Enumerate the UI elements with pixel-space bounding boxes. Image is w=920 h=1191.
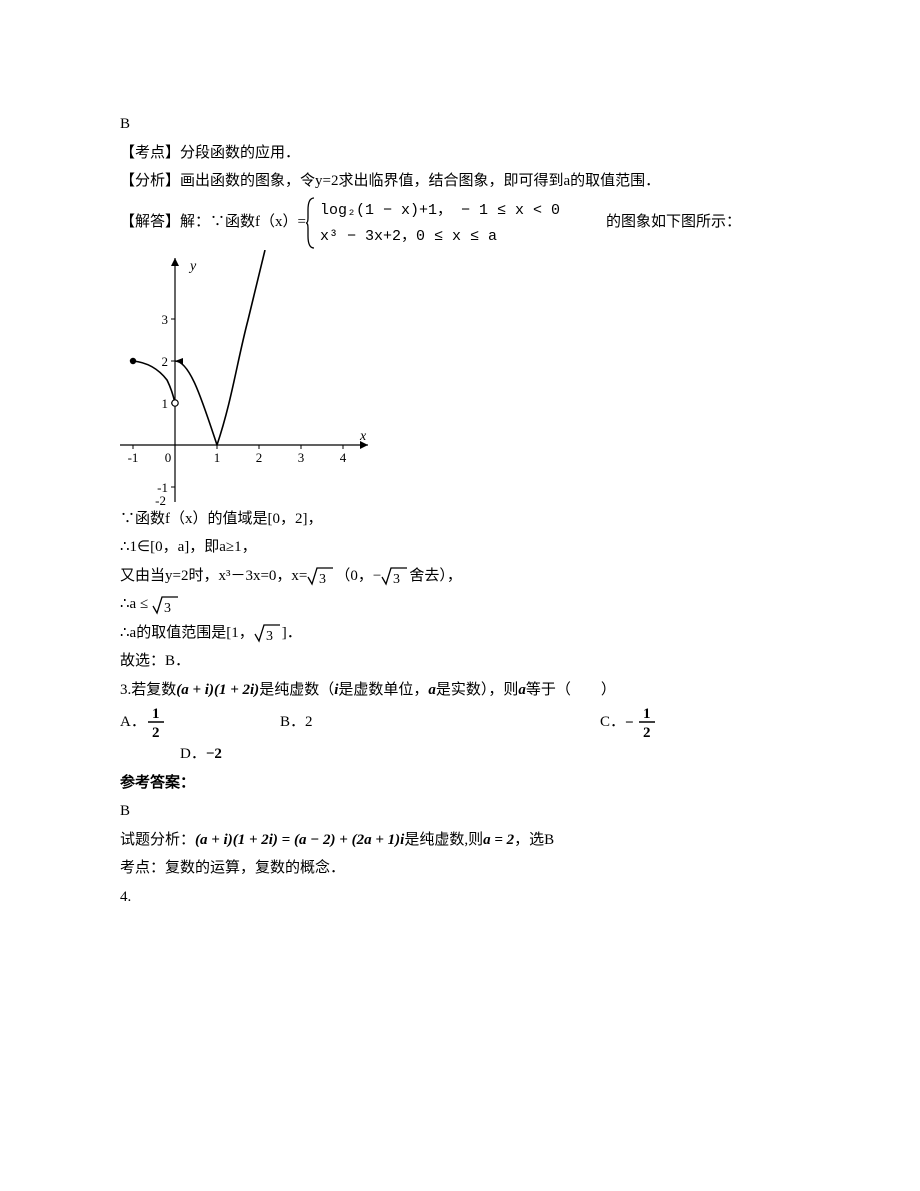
text: ，选B [514, 826, 554, 855]
q3-choices-row1: A． 12 B．2 C． −12 [120, 704, 800, 740]
svg-text:-2: -2 [155, 493, 166, 505]
text: ∴a的取值范围是[1， [120, 625, 254, 641]
sol-line-6: 故选：B． [120, 647, 800, 676]
kaodian-label: 考点： [120, 860, 165, 876]
q3-stem: 3. 若复数 (a + i)(1 + 2i) 是纯虚数（ i 是虚数单位， a … [120, 676, 800, 705]
svg-text:log₂(1 − x)+1， − 1 ≤ x < 0: log₂(1 − x)+1， − 1 ≤ x < 0 [320, 202, 560, 219]
answer-letter: B [120, 110, 800, 139]
text: 是纯虚数,则 [404, 826, 483, 855]
svg-text:x: x [359, 429, 367, 444]
choice-label: D． [180, 746, 206, 762]
svg-text:2: 2 [152, 725, 160, 740]
analysis-text: 画出函数的图象，令y=2求出临界值，结合图象，即可得到a的取值范围． [180, 173, 660, 189]
svg-text:−: − [625, 715, 634, 731]
a-symbol: a [428, 676, 436, 705]
text: 舍去）， [409, 568, 462, 584]
function-graph: -1 0 1 2 3 4 1 2 3 -1 -2 -2 y x [120, 250, 800, 505]
sqrt3-icon: 3 [307, 566, 335, 586]
svg-text:1: 1 [214, 450, 221, 465]
svg-text:2: 2 [162, 354, 169, 369]
solve-suffix: 的图象如下图所示： [606, 208, 741, 237]
choice-c: C． −1 2 [600, 704, 659, 740]
sol-line-5: ∴a的取值范围是[1， 3 ]． [120, 619, 800, 648]
topic-line: 【考点】分段函数的应用． [120, 139, 800, 168]
q3-answer: B [120, 797, 800, 826]
svg-text:3: 3 [162, 312, 169, 327]
svg-text:2: 2 [643, 725, 651, 740]
sol-line-4: ∴a ≤ 3 [120, 590, 800, 619]
svg-text:3: 3 [164, 601, 171, 615]
a-symbol: a [518, 676, 526, 705]
text: 是纯虚数（ [259, 676, 334, 705]
reference-answer-label: 参考答案： [120, 769, 800, 798]
choice-value: 2 [305, 714, 313, 730]
kaodian-text: 复数的运算，复数的概念． [165, 860, 345, 876]
svg-text:3: 3 [319, 572, 326, 586]
text: 是虚数单位， [338, 676, 428, 705]
svg-text:1: 1 [643, 706, 651, 722]
analysis-label: 【分析】 [120, 173, 180, 189]
text: ∴a ≤ [120, 596, 152, 612]
q4-number: 4. [120, 883, 800, 912]
explanation-label: 试题分析： [120, 826, 195, 855]
sol-line-1: ∵函数f（x）的值域是[0，2]， [120, 505, 800, 534]
topic-text: 分段函数的应用． [180, 145, 300, 161]
sol-line-2: ∴1∈[0，a]，即a≥1， [120, 533, 800, 562]
svg-text:1: 1 [162, 396, 169, 411]
choice-value: −2 [206, 746, 222, 762]
sqrt3-icon: 3 [152, 595, 180, 615]
svg-text:0: 0 [165, 450, 172, 465]
svg-text:4: 4 [340, 450, 347, 465]
neg-fraction-half-icon: −1 2 [625, 704, 659, 740]
sqrt3-icon: 3 [381, 566, 409, 586]
text: 若复数 [131, 676, 176, 705]
topic-label: 【考点】 [120, 145, 180, 161]
text: （0，− [335, 568, 381, 584]
solve-prefix: 解：∵函数f（x）= [180, 208, 306, 237]
svg-text:x³ − 3x+2，0 ≤ x ≤ a: x³ − 3x+2，0 ≤ x ≤ a [320, 228, 497, 245]
sol-line-3: 又由当y=2时，x³－3x=0，x= 3 （0，− 3 舍去）， [120, 562, 800, 591]
text: 是实数），则 [436, 676, 519, 705]
svg-text:1: 1 [152, 706, 160, 722]
choice-label: A． [120, 708, 146, 737]
q3-number: 3. [120, 676, 131, 705]
choice-d: D．−2 [120, 740, 800, 769]
analysis-line: 【分析】画出函数的图象，令y=2求出临界值，结合图象，即可得到a的取值范围． [120, 167, 800, 196]
solve-label: 【解答】 [120, 208, 180, 237]
svg-text:3: 3 [393, 572, 400, 586]
fraction-half-icon: 12 [146, 704, 166, 740]
choice-label: B． [280, 714, 305, 730]
choice-a: A． 12 [120, 704, 280, 740]
text: 等于（ ） [526, 676, 616, 705]
q3-explanation: 试题分析： (a + i)(1 + 2i) = (a − 2) + (2a + … [120, 826, 800, 855]
expr: (a + i)(1 + 2i) [176, 676, 259, 705]
q3-kaodian: 考点：复数的运算，复数的概念． [120, 854, 800, 883]
choice-b: B．2 [280, 708, 600, 737]
svg-text:3: 3 [298, 450, 305, 465]
expr: (a + i)(1 + 2i) = (a − 2) + (2a + 1)i [195, 826, 404, 855]
solve-line: 【解答】 解：∵函数f（x）= log₂(1 − x)+1， − 1 ≤ x <… [120, 196, 800, 250]
svg-text:y: y [188, 259, 197, 274]
choice-label: C． [600, 708, 625, 737]
svg-text:3: 3 [266, 629, 273, 643]
expr: a = 2 [483, 826, 514, 855]
svg-text:2: 2 [256, 450, 263, 465]
svg-text:-1: -1 [128, 450, 139, 465]
text: ]． [282, 625, 302, 641]
text: 又由当y=2时，x³－3x=0，x= [120, 568, 307, 584]
sqrt3-icon: 3 [254, 623, 282, 643]
piecewise-expr: log₂(1 − x)+1， − 1 ≤ x < 0 x³ − 3x+2，0 ≤… [306, 196, 606, 250]
